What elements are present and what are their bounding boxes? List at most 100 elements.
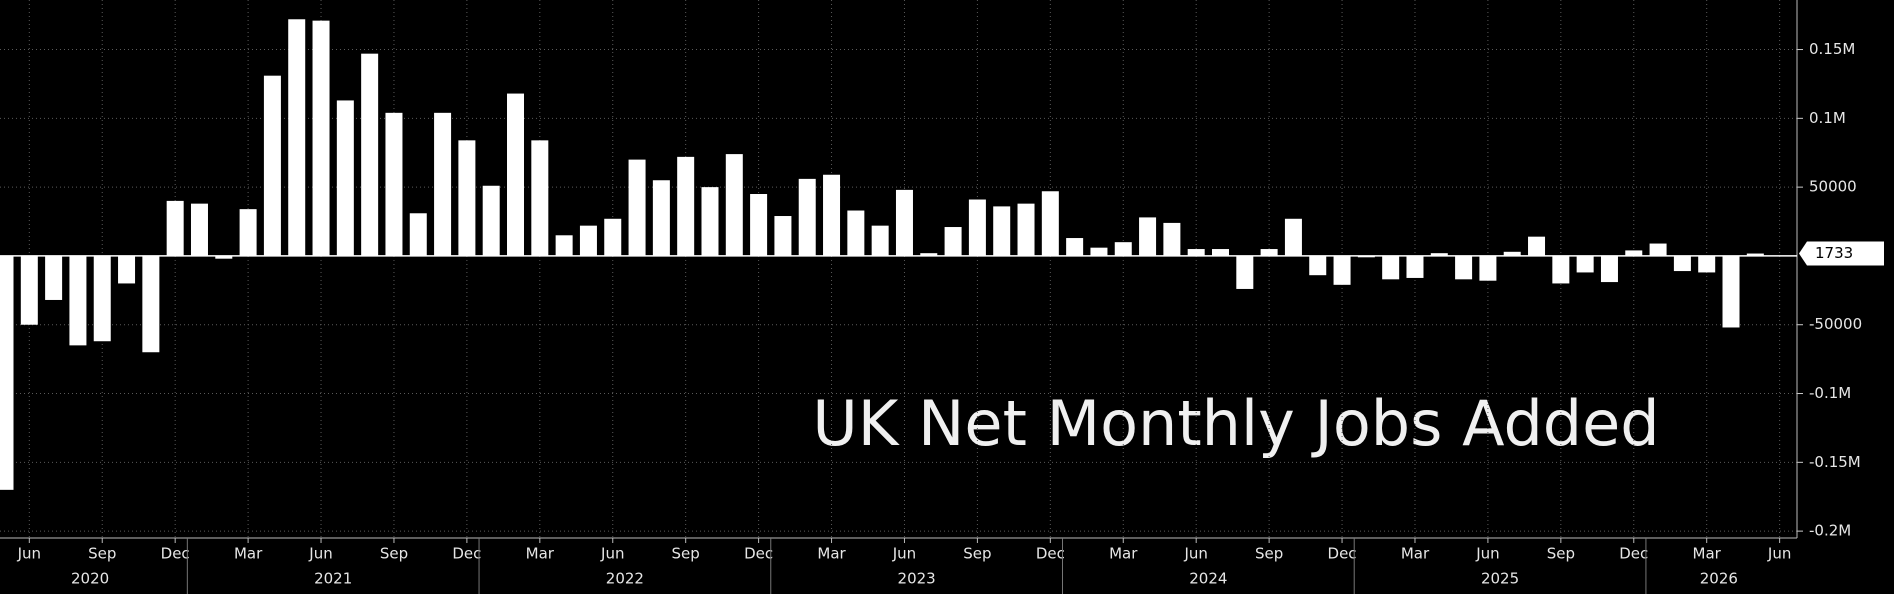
bar <box>701 187 719 256</box>
bar <box>1746 253 1764 256</box>
x-tick-label: Sep <box>963 545 991 563</box>
y-tick-label: 0.1M <box>1809 109 1846 127</box>
bar <box>847 210 865 256</box>
bar <box>798 178 816 256</box>
bar <box>1260 249 1278 256</box>
bar <box>20 255 38 325</box>
x-tick-label: Sep <box>672 545 700 563</box>
bar <box>774 216 792 256</box>
bar <box>1357 255 1375 258</box>
bar <box>1479 255 1497 281</box>
bar <box>166 200 184 256</box>
bar <box>312 20 330 256</box>
x-tick-label: Sep <box>1255 545 1283 563</box>
x-tick-label: Jun <box>1183 545 1207 563</box>
y-tick-label: -50000 <box>1809 315 1862 333</box>
bar <box>0 255 14 490</box>
bar <box>1163 222 1181 256</box>
bar <box>190 203 208 256</box>
y-tick-label: -0.1M <box>1809 384 1851 402</box>
x-tick-label: Mar <box>817 545 846 563</box>
bar <box>1406 255 1424 278</box>
year-label: 2020 <box>71 570 109 588</box>
bar <box>458 140 476 256</box>
bar <box>45 255 63 300</box>
bar <box>944 227 962 256</box>
bar <box>1528 236 1546 256</box>
bar <box>1722 255 1740 328</box>
bar <box>1382 255 1400 280</box>
x-tick-label: Dec <box>1619 545 1648 563</box>
bar <box>1673 255 1691 272</box>
bar <box>1187 249 1205 256</box>
bar <box>993 206 1011 256</box>
last-value-box <box>1799 241 1884 266</box>
bar <box>482 185 500 256</box>
bar <box>823 174 841 256</box>
bar <box>288 19 306 256</box>
x-tick-label: Jun <box>1767 545 1791 563</box>
bar <box>579 225 597 256</box>
x-tick-label: Jun <box>600 545 624 563</box>
bar <box>409 213 427 256</box>
bar <box>652 180 670 256</box>
bar <box>1309 255 1327 276</box>
bar <box>69 255 87 346</box>
bar <box>385 112 403 256</box>
bar <box>677 156 695 256</box>
y-tick-label: 0.15M <box>1809 40 1855 58</box>
bar <box>920 253 938 256</box>
x-tick-label: Sep <box>1547 545 1575 563</box>
bar <box>1017 203 1035 256</box>
last-value-label: 1733 <box>1815 244 1853 262</box>
x-tick-label: Dec <box>1036 545 1065 563</box>
bar <box>1576 255 1594 273</box>
bar <box>1600 255 1618 283</box>
x-tick-label: Sep <box>88 545 116 563</box>
year-label: 2026 <box>1700 570 1738 588</box>
bar <box>1139 217 1157 256</box>
bar <box>1236 255 1254 289</box>
bar <box>263 75 281 256</box>
bar <box>1333 255 1351 285</box>
x-tick-label: Dec <box>744 545 773 563</box>
bar <box>968 199 986 256</box>
bar <box>434 112 452 256</box>
x-tick-label: Mar <box>1109 545 1138 563</box>
x-tick-label: Mar <box>1401 545 1430 563</box>
x-tick-label: Sep <box>380 545 408 563</box>
x-tick-label: Dec <box>1328 545 1357 563</box>
bar <box>1212 249 1229 256</box>
year-label: 2021 <box>314 570 352 588</box>
year-label: 2022 <box>606 570 644 588</box>
bar <box>142 255 160 353</box>
bar <box>1090 247 1108 256</box>
bar <box>1625 250 1643 256</box>
x-tick-label: Dec <box>452 545 481 563</box>
bar <box>93 255 111 342</box>
bar <box>1430 253 1448 256</box>
bar <box>239 209 257 256</box>
x-tick-label: Dec <box>161 545 190 563</box>
bar <box>361 53 379 256</box>
bar <box>215 255 233 259</box>
year-label: 2025 <box>1481 570 1519 588</box>
x-tick-label: Mar <box>234 545 263 563</box>
bar <box>1114 242 1132 256</box>
y-tick-label: -0.15M <box>1809 453 1861 471</box>
bar <box>750 194 768 256</box>
bar <box>1455 255 1473 280</box>
y-tick-label: -0.2M <box>1809 522 1851 540</box>
x-tick-label: Jun <box>892 545 916 563</box>
bar <box>628 159 646 256</box>
bar <box>118 255 136 284</box>
bar <box>1503 251 1521 256</box>
x-tick-label: Mar <box>526 545 555 563</box>
bar <box>604 218 622 256</box>
year-label: 2024 <box>1189 570 1227 588</box>
y-tick-label: 50000 <box>1809 178 1857 196</box>
x-tick-label: Mar <box>1693 545 1722 563</box>
